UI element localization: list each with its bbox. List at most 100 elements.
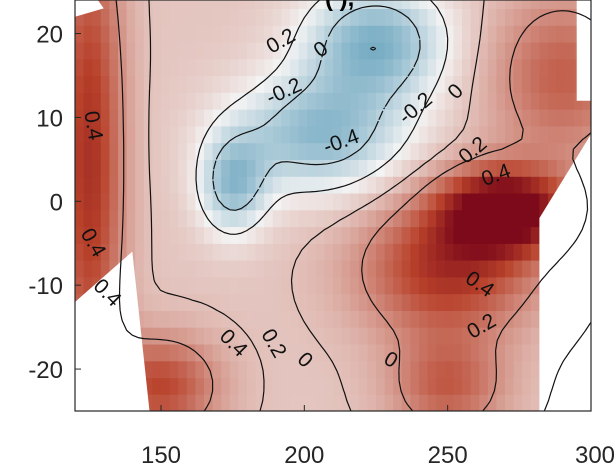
heat-cell — [204, 327, 214, 345]
heat-cell — [315, 209, 325, 228]
heat-cell — [341, 260, 351, 278]
heat-cell — [307, 125, 317, 144]
heat-cell — [290, 41, 300, 60]
heat-cell — [118, 243, 128, 261]
heat-cell — [470, 377, 480, 395]
heat-cell — [264, 142, 274, 160]
heat-cell — [143, 192, 153, 211]
heat-cell — [487, 25, 497, 43]
heat-cell — [341, 377, 351, 395]
heat-cell — [255, 226, 265, 244]
heat-cell — [462, 0, 472, 9]
heat-cell — [358, 260, 368, 278]
heat-cell — [333, 343, 343, 362]
heat-cell — [126, 192, 136, 211]
heat-cell — [204, 293, 214, 311]
heat-cell — [548, 0, 558, 9]
heat-cell — [453, 58, 463, 77]
heat-cell — [333, 159, 343, 177]
heat-cell — [479, 360, 489, 379]
heat-cell — [178, 8, 188, 26]
heat-cell — [238, 125, 248, 144]
x-tick-label: 200 — [284, 442, 324, 467]
heat-cell — [522, 0, 532, 9]
heat-cell — [505, 58, 515, 77]
heat-cell — [470, 360, 480, 379]
heat-cell — [272, 243, 282, 261]
heat-cell — [410, 176, 420, 194]
heat-cell — [427, 310, 437, 328]
heat-cell — [204, 159, 214, 177]
heat-cell — [143, 176, 153, 194]
heat-cell — [384, 0, 394, 9]
heat-cell — [522, 41, 532, 60]
heat-cell — [410, 41, 420, 60]
heat-cell — [444, 226, 454, 244]
heat-cell — [505, 327, 515, 345]
heat-cell — [419, 260, 429, 278]
heat-cell — [143, 159, 153, 177]
heat-cell — [204, 226, 214, 244]
heat-cell — [255, 377, 265, 395]
heat-cell — [376, 41, 386, 60]
heat-cell — [264, 192, 274, 211]
heat-cell — [298, 159, 308, 177]
heat-cell — [298, 209, 308, 228]
heat-cell — [169, 8, 179, 26]
heat-cell — [247, 0, 257, 9]
heat-cell — [324, 142, 334, 160]
heat-cell — [358, 243, 368, 261]
heat-cell — [436, 209, 446, 228]
heat-cell — [315, 0, 325, 9]
heat-cell — [186, 327, 196, 345]
heat-cell — [126, 125, 136, 144]
heat-cell — [143, 276, 153, 295]
heat-cell — [393, 109, 403, 127]
heat-cell — [264, 360, 274, 379]
heat-cell — [255, 159, 265, 177]
heat-cell — [453, 310, 463, 328]
heat-cell — [307, 327, 317, 345]
heat-cell — [100, 209, 110, 228]
heat-cell — [255, 327, 265, 345]
heat-cell — [341, 142, 351, 160]
heat-cell — [161, 192, 171, 211]
heat-cell — [462, 25, 472, 43]
heat-cell — [169, 142, 179, 160]
heat-cell — [169, 394, 179, 411]
heat-cell — [298, 192, 308, 211]
heat-cell — [539, 25, 549, 43]
heat-cell — [453, 125, 463, 144]
heat-cell — [247, 310, 257, 328]
heat-cell — [75, 8, 85, 26]
heat-cell — [522, 293, 532, 311]
heat-cell — [496, 159, 506, 177]
contour-line — [148, 0, 591, 411]
heat-cell — [573, 125, 583, 144]
heat-cell — [376, 75, 386, 93]
heat-cell — [212, 41, 222, 60]
heat-cell — [178, 159, 188, 177]
heat-cell — [513, 377, 523, 395]
mask-region — [75, 0, 104, 17]
heat-cell — [324, 125, 334, 144]
heat-cell — [100, 109, 110, 127]
heat-cell — [178, 192, 188, 211]
heat-cell — [324, 176, 334, 194]
heat-cell — [565, 41, 575, 60]
heat-cell — [358, 276, 368, 295]
heat-cell — [367, 25, 377, 43]
heat-cell — [539, 92, 549, 110]
heat-cell — [229, 293, 239, 311]
heat-cell — [186, 377, 196, 395]
heat-cell — [298, 75, 308, 93]
heat-cell — [315, 260, 325, 278]
heat-cell — [100, 192, 110, 211]
heat-cell — [453, 343, 463, 362]
heat-cell — [410, 343, 420, 362]
heat-cell — [221, 0, 231, 9]
heat-cell — [384, 360, 394, 379]
heat-cell — [75, 125, 85, 144]
heat-cell — [350, 125, 360, 144]
heat-cell — [247, 293, 257, 311]
